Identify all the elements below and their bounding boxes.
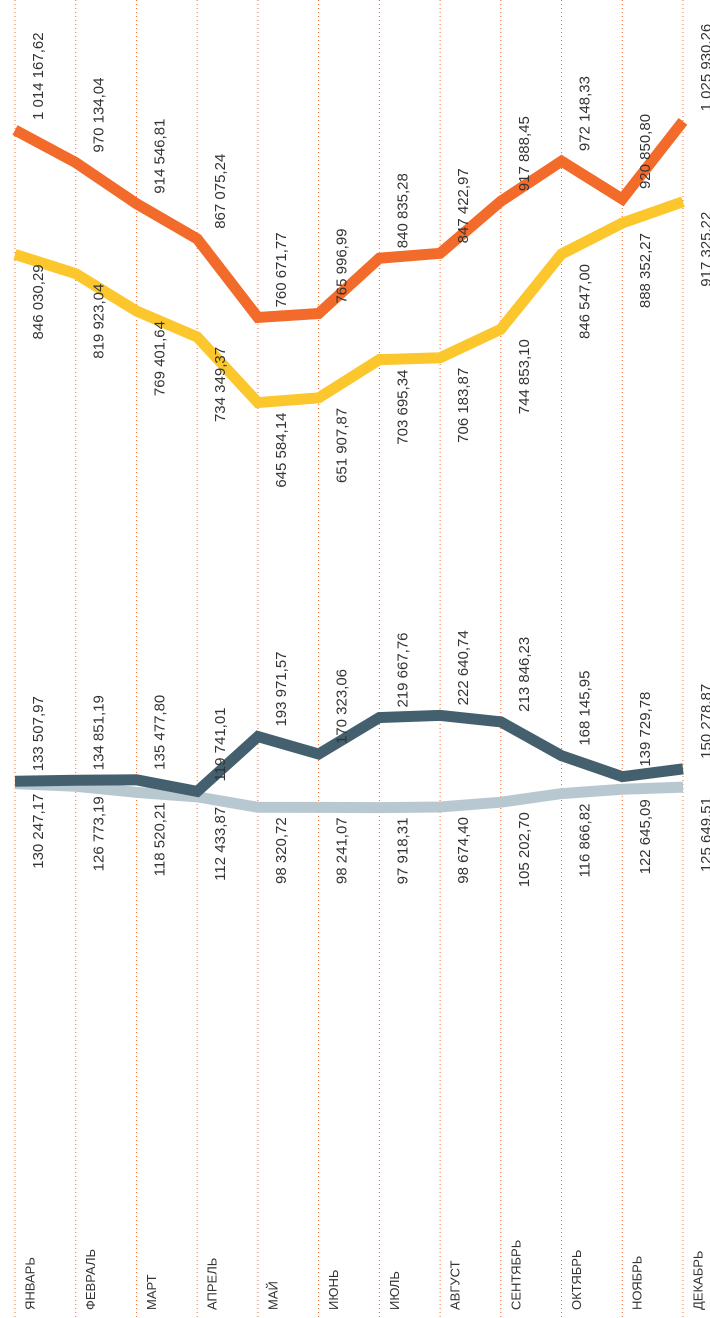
line	[12, 117, 688, 324]
data-label: 706 183,87	[455, 368, 472, 443]
data-label: 139 729,78	[637, 692, 654, 767]
data-label: 119 741,01	[212, 707, 229, 781]
data-label: 97 918,31	[394, 818, 411, 885]
x-tick-label: АВГУСТ	[448, 1260, 463, 1310]
x-tick-label: ОКТЯБРЬ	[569, 1250, 584, 1310]
data-label: 98 674,40	[455, 817, 472, 884]
data-label: 134 851,19	[91, 695, 108, 770]
x-tick-label: ИЮНЬ	[326, 1270, 341, 1310]
x-tick-label: ДЕКАБРЬ	[690, 1251, 705, 1310]
data-label: 133 507,97	[30, 696, 47, 771]
data-label: 1 025 930,26	[698, 24, 710, 112]
data-label: 888 352,27	[637, 233, 654, 308]
data-label: 769 401,64	[151, 321, 168, 396]
data-label: 213 846,23	[516, 637, 533, 712]
data-label: 703 695,34	[394, 370, 411, 445]
data-label: 734 349,37	[212, 347, 229, 422]
data-label: 645 584,14	[273, 413, 290, 488]
x-tick-label: НОЯБРЬ	[630, 1256, 645, 1310]
data-label: 170 323,06	[334, 669, 351, 744]
x-tick-label: ИЮЛЬ	[387, 1271, 402, 1310]
data-label: 219 667,76	[394, 632, 411, 707]
data-label: 744 853,10	[516, 339, 533, 414]
x-tick-label: СЕНТЯБРЬ	[508, 1240, 523, 1310]
x-tick-label: ЯНВАРЬ	[22, 1257, 37, 1310]
x-tick-label: ФЕВРАЛЬ	[83, 1249, 98, 1310]
data-label: 847 422,97	[455, 168, 472, 243]
data-label: 867 075,24	[212, 154, 229, 229]
data-label: 126 773,19	[91, 796, 108, 871]
data-label: 917 888,45	[516, 116, 533, 191]
data-label: 840 835,28	[394, 173, 411, 248]
x-tick-label: МАРТ	[144, 1274, 159, 1310]
data-label: 1 014 167,62	[30, 32, 47, 120]
data-label: 846 547,00	[577, 264, 594, 339]
data-label: 819 923,04	[91, 284, 108, 359]
data-label: 122 645,09	[637, 799, 654, 874]
data-label: 125 649,51	[698, 797, 710, 872]
line	[14, 778, 684, 814]
data-label: 846 030,29	[30, 264, 47, 339]
data-label: 970 134,04	[91, 78, 108, 153]
data-label: 116 866,82	[577, 804, 594, 878]
data-label: 222 640,74	[455, 630, 472, 705]
data-label: 651 907,87	[334, 408, 351, 483]
data-label: 150 278,87	[698, 684, 710, 759]
data-label: 135 477,80	[151, 695, 168, 770]
data-label: 98 320,72	[273, 817, 290, 884]
data-label: 193 971,57	[273, 651, 290, 726]
data-label: 917 325,22	[698, 212, 710, 287]
data-label: 98 241,07	[334, 817, 351, 884]
line	[14, 709, 684, 798]
x-tick-label: АПРЕЛЬ	[205, 1258, 220, 1310]
data-label: 920 850,80	[637, 114, 654, 189]
data-label: 972 148,33	[577, 76, 594, 151]
data-label: 130 247,17	[30, 794, 47, 869]
x-tick-label: МАЙ	[265, 1281, 280, 1310]
data-label: 112 433,87	[212, 807, 229, 881]
data-label: 914 546,81	[151, 119, 168, 194]
line	[13, 196, 685, 409]
data-label: 118 520,21	[151, 802, 168, 876]
data-label: 105 202,70	[516, 812, 533, 887]
data-label: 760 671,77	[273, 232, 290, 307]
data-label: 765 996,99	[334, 228, 351, 303]
data-label: 168 145,95	[577, 671, 594, 746]
